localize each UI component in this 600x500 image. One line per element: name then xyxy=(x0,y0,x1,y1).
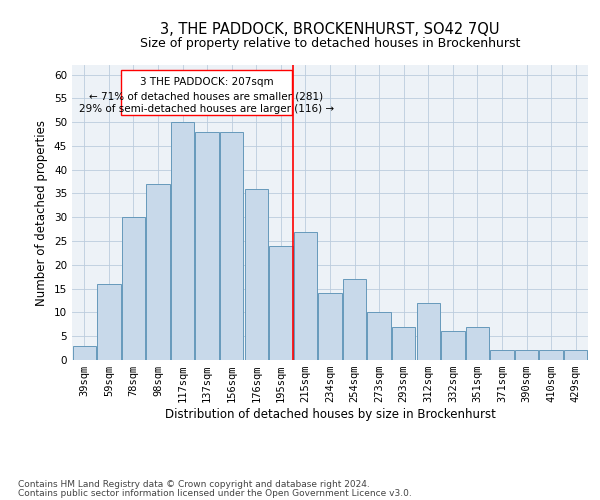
Text: Contains HM Land Registry data © Crown copyright and database right 2024.: Contains HM Land Registry data © Crown c… xyxy=(18,480,370,489)
Bar xyxy=(269,246,293,360)
Bar xyxy=(515,350,538,360)
Bar xyxy=(196,132,219,360)
Text: Contains public sector information licensed under the Open Government Licence v3: Contains public sector information licen… xyxy=(18,488,412,498)
Bar xyxy=(171,122,194,360)
Bar xyxy=(73,346,96,360)
Text: 3, THE PADDOCK, BROCKENHURST, SO42 7QU: 3, THE PADDOCK, BROCKENHURST, SO42 7QU xyxy=(160,22,500,38)
Bar xyxy=(121,70,292,115)
Bar xyxy=(319,294,341,360)
Bar xyxy=(392,326,415,360)
Bar xyxy=(220,132,244,360)
Bar xyxy=(441,332,464,360)
X-axis label: Distribution of detached houses by size in Brockenhurst: Distribution of detached houses by size … xyxy=(164,408,496,421)
Bar xyxy=(367,312,391,360)
Bar xyxy=(245,188,268,360)
Text: Size of property relative to detached houses in Brockenhurst: Size of property relative to detached ho… xyxy=(140,38,520,51)
Text: 29% of semi-detached houses are larger (116) →: 29% of semi-detached houses are larger (… xyxy=(79,104,334,114)
Bar xyxy=(97,284,121,360)
Bar xyxy=(466,326,489,360)
Bar xyxy=(343,279,366,360)
Y-axis label: Number of detached properties: Number of detached properties xyxy=(35,120,49,306)
Text: 3 THE PADDOCK: 207sqm: 3 THE PADDOCK: 207sqm xyxy=(140,77,274,87)
Bar xyxy=(146,184,170,360)
Bar xyxy=(122,218,145,360)
Bar xyxy=(294,232,317,360)
Bar xyxy=(564,350,587,360)
Bar xyxy=(539,350,563,360)
Bar xyxy=(416,303,440,360)
Text: ← 71% of detached houses are smaller (281): ← 71% of detached houses are smaller (28… xyxy=(89,91,323,101)
Bar xyxy=(490,350,514,360)
